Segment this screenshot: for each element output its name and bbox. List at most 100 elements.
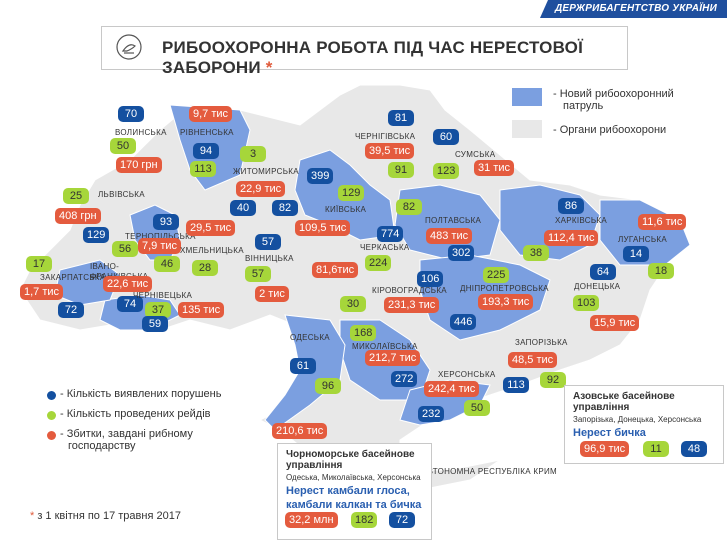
damages-badge: 39,5 тис — [365, 143, 415, 159]
violations-badge: 774 — [377, 226, 404, 242]
legend-violations-dot — [47, 391, 56, 400]
agency-band — [540, 0, 727, 18]
violations-badge: 446 — [450, 314, 477, 330]
region-label: ЧЕРКАСЬКА — [360, 243, 410, 252]
violations-badge: 399 — [307, 168, 334, 184]
violations-badge: 74 — [117, 296, 143, 312]
basin-title: Азовське басейнове управління — [573, 391, 675, 413]
raids-badge: 182 — [351, 512, 378, 528]
violations-badge: 61 — [290, 358, 316, 374]
raids-badge: 224 — [365, 255, 392, 271]
raids-badge: 18 — [648, 263, 674, 279]
legend-new-patrol-swatch — [512, 88, 542, 106]
raids-badge: 57 — [245, 266, 271, 282]
region-label: ДНІПРОПЕТРОВСЬКА — [460, 284, 549, 293]
damages-badge: 11,6 тис — [638, 214, 687, 230]
raids-badge: 28 — [192, 260, 218, 276]
damages-badge: 210,6 тис — [272, 423, 328, 439]
region-label: ОДЕСЬКА — [290, 333, 330, 342]
damages-badge: 135 тис — [178, 302, 225, 318]
damages-badge: 32,2 млн — [285, 512, 338, 528]
damages-badge: 2 тис — [255, 286, 289, 302]
page-title: РИБООХОРОННА РОБОТА ПІД ЧАС НЕРЕСТОВОЇ З… — [162, 38, 583, 77]
raids-badge: 123 — [433, 163, 460, 179]
legend-raids-dot — [47, 411, 56, 420]
raids-badge: 168 — [350, 325, 377, 341]
damages-badge: 170 грн — [116, 157, 162, 173]
raids-badge: 91 — [388, 162, 414, 178]
raids-badge: 103 — [573, 295, 600, 311]
violations-badge: 232 — [418, 406, 445, 422]
raids-badge: 30 — [340, 296, 366, 312]
basin-note: Нерест бичка — [573, 427, 646, 439]
violations-badge: 70 — [118, 106, 144, 122]
region-label: ДОНЕЦЬКА — [574, 282, 621, 291]
region-label: ЗАКАРПАТСЬКА — [40, 273, 106, 282]
region-label: ЛУГАНСЬКА — [618, 235, 667, 244]
legend-new-patrol: - Новий рибоохоронний патруль — [553, 88, 674, 112]
basin-areas: Одеська, Миколаївська, Херсонська — [286, 473, 421, 482]
region-label: ЧЕРНІГІВСЬКА — [355, 132, 416, 141]
damages-badge: 22,6 тис — [103, 276, 153, 292]
violations-badge: 14 — [623, 246, 649, 262]
violations-badge: 86 — [558, 198, 584, 214]
violations-badge: 272 — [391, 371, 418, 387]
damages-badge: 483 тис — [426, 228, 473, 244]
raids-badge: 82 — [396, 199, 422, 215]
damages-badge: 408 грн — [55, 208, 101, 224]
region-label: МИКОЛАЇВСЬКА — [352, 342, 418, 351]
damages-badge: 7,9 тис — [138, 238, 182, 254]
raids-badge: 50 — [110, 138, 136, 154]
region-label: ЖИТОМИРСЬКА — [233, 167, 299, 176]
region-label: ВОЛИНСЬКА — [115, 128, 167, 137]
region-label: АВТОНОМНА РЕСПУБЛІКА КРИМ — [422, 467, 558, 476]
raids-badge: 46 — [154, 256, 180, 272]
violations-badge: 93 — [153, 214, 179, 230]
damages-badge: 9,7 тис — [189, 106, 233, 122]
region-label: ЛЬВІВСЬКА — [98, 190, 145, 199]
raids-badge: 50 — [464, 400, 490, 416]
damages-badge: 109,5 тис — [295, 220, 351, 236]
region-label: ПОЛТАВСЬКА — [425, 216, 482, 225]
raids-badge: 37 — [145, 302, 171, 318]
raids-badge: 92 — [540, 372, 566, 388]
violations-badge: 57 — [255, 234, 281, 250]
damages-badge: 15,9 тис — [590, 315, 640, 331]
violations-badge: 129 — [83, 227, 110, 243]
violations-badge: 72 — [389, 512, 415, 528]
damages-badge: 29,5 тис — [186, 220, 236, 236]
damages-badge: 48,5 тис — [508, 352, 558, 368]
violations-badge: 60 — [433, 129, 459, 145]
damages-badge: 96,9 тис — [580, 441, 630, 457]
damages-badge: 112,4 тис — [544, 230, 599, 246]
damages-badge: 231,3 тис — [384, 297, 440, 313]
damages-badge: 193,3 тис — [478, 294, 534, 310]
legend-violations: - Кількість виявлених порушень — [60, 388, 222, 400]
title-box: РИБООХОРОННА РОБОТА ПІД ЧАС НЕРЕСТОВОЇ З… — [101, 26, 628, 77]
agency-name: ДЕРЖРИБАГЕНТСТВО УКРАЇНИ — [554, 3, 717, 14]
basin-title: Чорноморське басейнове управління — [286, 449, 415, 471]
fish-hand-icon — [116, 34, 142, 60]
region-label: ХЕРСОНСЬКА — [438, 370, 496, 379]
basin-note: Нерест камбали глоса, камбали калкан та б… — [286, 485, 422, 511]
region-label: ХМЕЛЬНИЦЬКА — [180, 246, 244, 255]
damages-badge: 242,4 тис — [424, 381, 480, 397]
violations-badge: 48 — [681, 441, 707, 457]
legend-bodies-swatch — [512, 120, 542, 138]
violations-badge: 40 — [230, 200, 256, 216]
violations-badge: 113 — [503, 377, 529, 393]
violations-badge: 106 — [417, 271, 444, 287]
region-label: ЗАПОРІЗЬКА — [515, 338, 568, 347]
raids-badge: 11 — [643, 441, 669, 457]
raids-badge: 38 — [523, 245, 549, 261]
legend-damages-dot — [47, 431, 56, 440]
region-label: ЧЕРНІВЕЦЬКА — [133, 291, 193, 300]
legend-damages: - Збитки, завдані рибному господарству — [60, 428, 193, 452]
legend-bodies: - Органи рибоохорони — [553, 124, 667, 136]
violations-badge: 81 — [388, 110, 414, 126]
region-label: ХАРКІВСЬКА — [555, 216, 607, 225]
raids-badge: 56 — [112, 241, 138, 257]
legend-raids: - Кількість проведених рейдів — [60, 408, 211, 420]
raids-badge: 96 — [315, 378, 341, 394]
violations-badge: 59 — [142, 316, 168, 332]
